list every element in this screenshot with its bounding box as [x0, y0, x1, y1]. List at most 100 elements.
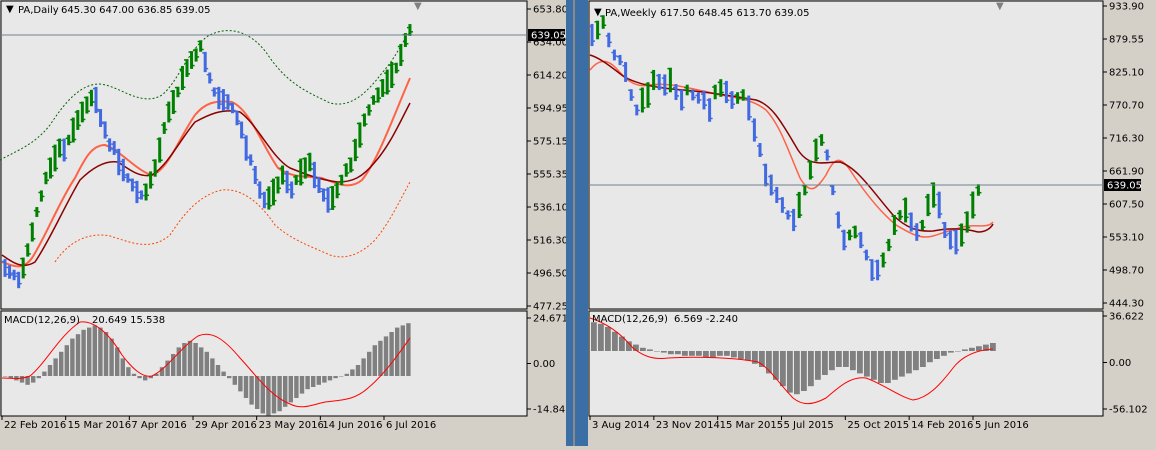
- bar-close-tick: [324, 197, 327, 200]
- price-axis-tick-label: 555.35: [533, 170, 566, 181]
- price-bar: [881, 252, 885, 268]
- bar-open-tick: [678, 89, 681, 92]
- bar-close-tick: [233, 109, 236, 112]
- bar-close-tick: [342, 180, 345, 183]
- bar-open-tick: [897, 212, 899, 215]
- price-bar: [294, 175, 298, 185]
- price-bar: [58, 138, 62, 158]
- macd-histogram-bar: [941, 351, 947, 356]
- price-bars: [2, 24, 413, 289]
- price-bar: [235, 110, 239, 126]
- bar-close-tick: [856, 235, 859, 237]
- price-bar: [741, 89, 745, 101]
- price-bar: [362, 113, 366, 127]
- current-price-tag-text: 639.05: [1107, 181, 1142, 192]
- bar-close-tick: [297, 180, 300, 183]
- bar-open-tick: [947, 232, 950, 235]
- price-bar: [730, 91, 734, 109]
- bar-close-tick: [817, 157, 819, 159]
- chart-canvas-weekly[interactable]: 933.90 879.55 825.10 770.70 716.30 661.90 607.…: [588, 0, 1154, 446]
- bar-open-tick: [846, 231, 849, 234]
- bar-open-tick: [768, 175, 771, 178]
- bar-close-tick: [979, 191, 982, 194]
- chart-window-pa-daily[interactable]: 653.80 634.00 614.20 594.95 575.15 555.35 536.…: [0, 0, 572, 446]
- bar-open-tick: [712, 86, 715, 88]
- bar-open-tick: [600, 15, 603, 17]
- price-bar: [892, 215, 896, 235]
- bar-close-tick: [165, 128, 168, 131]
- bar-close-tick: [637, 109, 640, 112]
- price-bar: [820, 134, 824, 146]
- chart-canvas-daily[interactable]: 653.80 634.00 614.20 594.95 575.15 555.35 536.…: [0, 0, 572, 446]
- macd-histogram-bar: [25, 376, 30, 385]
- macd-histogram-bar: [187, 340, 193, 376]
- bar-open-tick: [857, 233, 860, 235]
- macd-histogram-bar: [661, 351, 667, 353]
- bar-close-tick: [33, 238, 36, 240]
- price-bar: [825, 149, 829, 161]
- price-bar: [267, 186, 271, 210]
- price-bar: [190, 51, 194, 69]
- price-axis-tick-label: 536.10: [533, 203, 566, 214]
- macd-histogram-bar: [137, 376, 142, 379]
- bar-close-tick: [951, 246, 954, 248]
- macd-histogram-bar: [927, 351, 933, 363]
- price-bar: [194, 48, 198, 62]
- price-bar: [326, 187, 330, 213]
- price-bar: [612, 49, 616, 61]
- macd-histogram-bar: [619, 336, 625, 351]
- bar-open-tick: [779, 198, 782, 200]
- price-bar: [276, 176, 280, 194]
- macd-histogram-bar: [752, 351, 758, 364]
- macd-histogram-bar: [8, 376, 13, 379]
- bar-open-tick: [265, 189, 268, 191]
- bar-open-tick: [863, 251, 866, 253]
- bar-close-tick: [37, 211, 40, 213]
- chart-shift-marker-icon[interactable]: ▼: [414, 1, 422, 12]
- bar-close-tick: [174, 110, 177, 113]
- bar-open-tick: [375, 88, 378, 90]
- bar-close-tick: [699, 99, 702, 101]
- price-axis-tick-label: 594.95: [533, 104, 566, 115]
- price-bar: [663, 74, 667, 96]
- bar-open-tick: [880, 255, 883, 257]
- price-bar: [792, 208, 796, 232]
- bar-open-tick: [211, 89, 214, 92]
- bar-open-tick: [757, 145, 759, 147]
- macd-histogram-bar: [675, 351, 681, 355]
- bar-open-tick: [11, 272, 14, 274]
- bar-close-tick: [383, 92, 386, 94]
- price-bar: [249, 154, 253, 166]
- bar-close-tick: [968, 226, 971, 229]
- bar-open-tick: [20, 257, 23, 260]
- macd-histogram-bar: [143, 376, 148, 381]
- bar-close-tick: [401, 60, 404, 62]
- bar-close-tick: [46, 179, 49, 182]
- bar-open-tick: [306, 153, 309, 156]
- price-bar: [685, 84, 689, 96]
- price-bar: [668, 67, 672, 93]
- price-bar: [344, 163, 348, 177]
- macd-histogram-bar: [92, 325, 97, 376]
- bar-open-tick: [120, 160, 123, 163]
- bar-close-tick: [183, 86, 186, 89]
- bar-close-tick: [615, 55, 618, 57]
- bar-open-tick: [115, 151, 118, 154]
- bar-close-tick: [274, 199, 277, 202]
- price-axis-tick-label: 498.70: [1109, 266, 1144, 277]
- macd-histogram-bar: [232, 376, 237, 385]
- price-bar: [103, 121, 107, 139]
- bar-close-tick: [593, 40, 595, 42]
- bar-close-tick: [906, 216, 909, 219]
- price-panel[interactable]: [588, 0, 1104, 310]
- macd-histogram-bar: [787, 351, 793, 393]
- chart-shift-marker-icon[interactable]: ▼: [996, 1, 1004, 12]
- chart-window-pa-weekly[interactable]: 933.90 879.55 825.10 770.70 716.30 661.90 607.…: [588, 0, 1154, 446]
- chart-menu-arrow-icon[interactable]: ▼: [594, 7, 602, 18]
- macd-histogram-bar: [780, 351, 786, 387]
- chart-menu-arrow-icon[interactable]: ▼: [6, 4, 14, 15]
- bar-open-tick: [275, 176, 277, 179]
- macd-histogram-bar: [215, 365, 221, 376]
- price-panel[interactable]: [0, 0, 528, 310]
- date-tick-label: 3 Aug 2014: [592, 420, 650, 431]
